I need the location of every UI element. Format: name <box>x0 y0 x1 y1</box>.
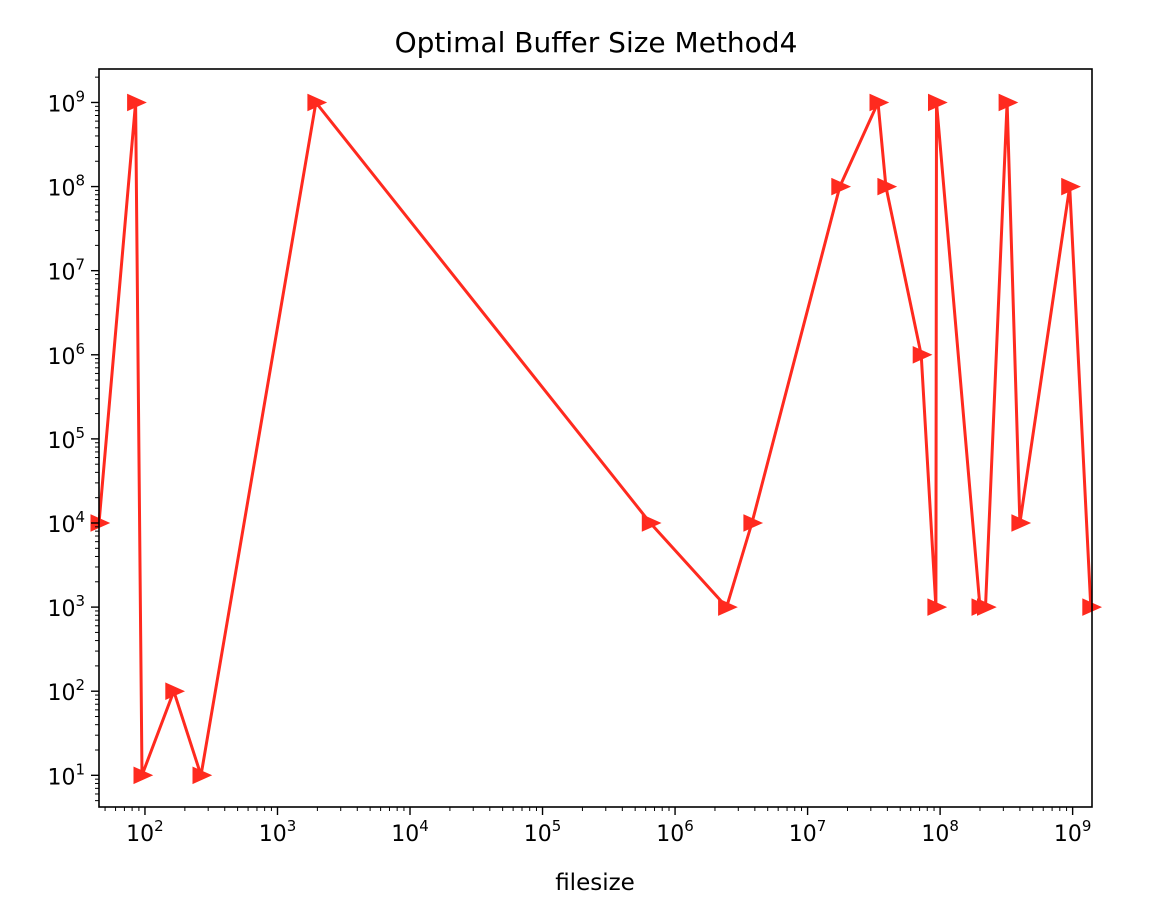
data-point-marker <box>165 682 186 700</box>
y-tick-label: 107 <box>47 256 85 286</box>
y-tick-label: 109 <box>47 87 85 117</box>
x-tick-label: 105 <box>524 817 562 847</box>
data-point-marker <box>912 346 933 364</box>
plot-frame <box>98 68 1093 808</box>
data-point-marker <box>998 93 1019 112</box>
data-point-marker <box>869 93 890 112</box>
x-tick-label: 104 <box>391 817 429 847</box>
data-point-marker <box>718 598 738 616</box>
x-tick-label: 107 <box>789 817 827 847</box>
y-tick-label: 104 <box>47 508 85 538</box>
data-point-marker <box>641 514 662 532</box>
y-tick-label: 108 <box>47 172 85 202</box>
x-tick-label: 109 <box>1054 817 1092 847</box>
y-tick-label: 106 <box>47 340 85 370</box>
data-point-marker <box>127 93 147 112</box>
x-tick-label: 106 <box>656 817 694 847</box>
data-point-marker <box>1061 177 1081 196</box>
data-point-marker <box>977 598 997 616</box>
data-point-marker <box>831 177 852 196</box>
x-axis-label: filesize <box>555 870 635 896</box>
x-tick-label: 108 <box>921 817 959 847</box>
chart-title: Optimal Buffer Size Method4 <box>395 26 798 59</box>
data-point-marker <box>928 93 948 112</box>
data-point-marker <box>192 766 213 785</box>
plot-area <box>90 93 1103 785</box>
data-point-marker <box>877 177 898 196</box>
y-tick-label: 105 <box>47 424 85 454</box>
data-point-marker <box>743 514 764 532</box>
x-tick-label: 103 <box>259 817 297 847</box>
y-tick-label: 101 <box>47 760 85 790</box>
data-point-marker <box>1011 514 1032 532</box>
data-point-marker <box>927 598 948 616</box>
x-tick-label: 102 <box>126 817 164 847</box>
y-tick-label: 103 <box>47 592 85 622</box>
data-point-marker <box>133 766 154 785</box>
y-tick-label: 102 <box>47 676 85 706</box>
data-point-marker <box>307 93 328 112</box>
